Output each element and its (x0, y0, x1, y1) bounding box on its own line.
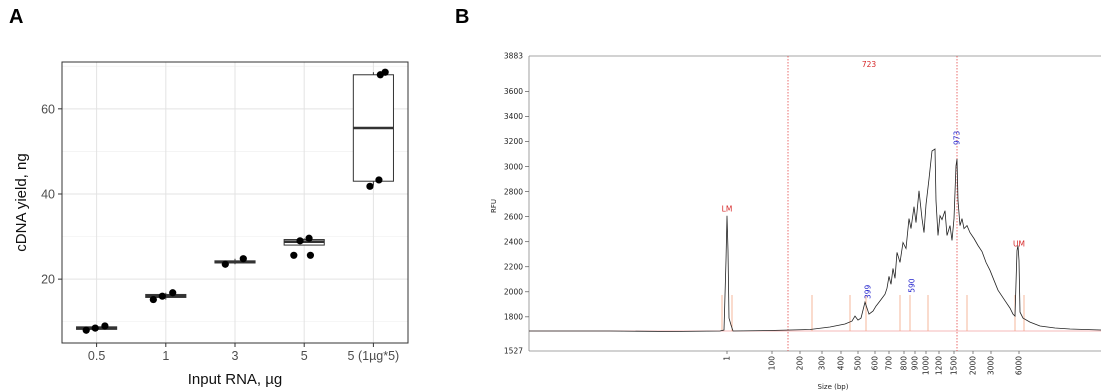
peak-label: UM (1013, 240, 1025, 249)
box-3 (214, 258, 256, 265)
x-tick-label: 700 (885, 356, 894, 371)
data-point (381, 68, 389, 76)
data-point (305, 234, 313, 242)
y-axis-title: RFU (490, 199, 498, 213)
x-tick-label: 600 (871, 356, 880, 371)
marker-label: 723 (862, 60, 877, 69)
x-tick-label: 500 (854, 356, 863, 371)
data-point (82, 326, 90, 334)
x-tick-label: 900 (911, 356, 920, 371)
x-tick-label: 5 (301, 349, 308, 363)
x-tick-label: 3 (232, 349, 239, 363)
x-tick-label: 1500 (950, 356, 959, 375)
data-point (290, 251, 298, 259)
x-tick-label: 400 (837, 356, 846, 371)
y-tick-label: 3200 (504, 137, 523, 146)
data-point (221, 260, 229, 268)
y-max-label: 3883 (504, 52, 523, 61)
x-tick-label: 1200 (935, 356, 944, 375)
y-tick-label: 2200 (504, 262, 523, 271)
peak-label: LM (722, 205, 733, 214)
x-tick-label: 5 (1µg*5) (348, 349, 400, 363)
x-tick-label: 2000 (969, 356, 978, 375)
data-point (239, 255, 247, 263)
y-tick-label: 3600 (504, 87, 523, 96)
peak-label: 973 (953, 130, 962, 145)
peak-label: 590 (908, 278, 917, 293)
x-tick-label: 1 (162, 349, 169, 363)
y-tick-label: 3000 (504, 162, 523, 171)
x-axis-title: Input RNA, µg (188, 371, 283, 388)
x-tick-label: 6000 (1015, 356, 1024, 375)
y-min-label: 1527 (504, 347, 523, 356)
y-axis-title: cDNA yield, ng (13, 153, 30, 251)
data-point (158, 292, 166, 300)
peak-label: 399 (864, 285, 873, 300)
y-tick-label: 40 (41, 187, 55, 201)
data-point (149, 295, 157, 304)
x-tick-label: 1000 (922, 356, 931, 375)
panel-b-label: B (455, 6, 470, 28)
box-4 (283, 238, 325, 246)
panel-a-label: A (9, 6, 24, 28)
x-tick-label: 300 (818, 356, 827, 371)
y-tick-label: 60 (41, 102, 55, 116)
y-tick-label: 2400 (504, 237, 523, 246)
y-tick-label: 2000 (504, 287, 523, 296)
x-tick-label: 0.5 (88, 349, 105, 363)
data-point (306, 251, 315, 259)
y-tick-label: 2800 (504, 187, 523, 196)
data-point (375, 176, 383, 184)
data-point (91, 324, 99, 332)
x-tick-label: 100 (768, 356, 777, 371)
y-tick-label: 1800 (504, 313, 523, 322)
boxplot-chart: 20 40 60 0.5 1 3 5 5 (1µg*5) Input RNA, µg cDNA y… (13, 61, 409, 388)
data-point (169, 289, 177, 297)
x-tick-label: 800 (900, 356, 909, 371)
box-5 (352, 72, 394, 186)
data-point (366, 182, 374, 190)
trace-line (529, 148, 1101, 332)
x-tick-label: 1 (723, 356, 732, 361)
y-tick-label: 2600 (504, 212, 523, 221)
electropherogram-chart: 7231800200022002400260028003000320034003… (490, 52, 1101, 391)
y-tick-label: 3400 (504, 112, 523, 121)
x-tick-label: 3000 (987, 356, 996, 375)
y-tick-label: 20 (41, 273, 55, 287)
data-point (101, 322, 109, 330)
x-axis-title: Size (bp) (818, 383, 849, 391)
data-point (296, 237, 304, 245)
x-tick-label: 200 (796, 356, 805, 371)
